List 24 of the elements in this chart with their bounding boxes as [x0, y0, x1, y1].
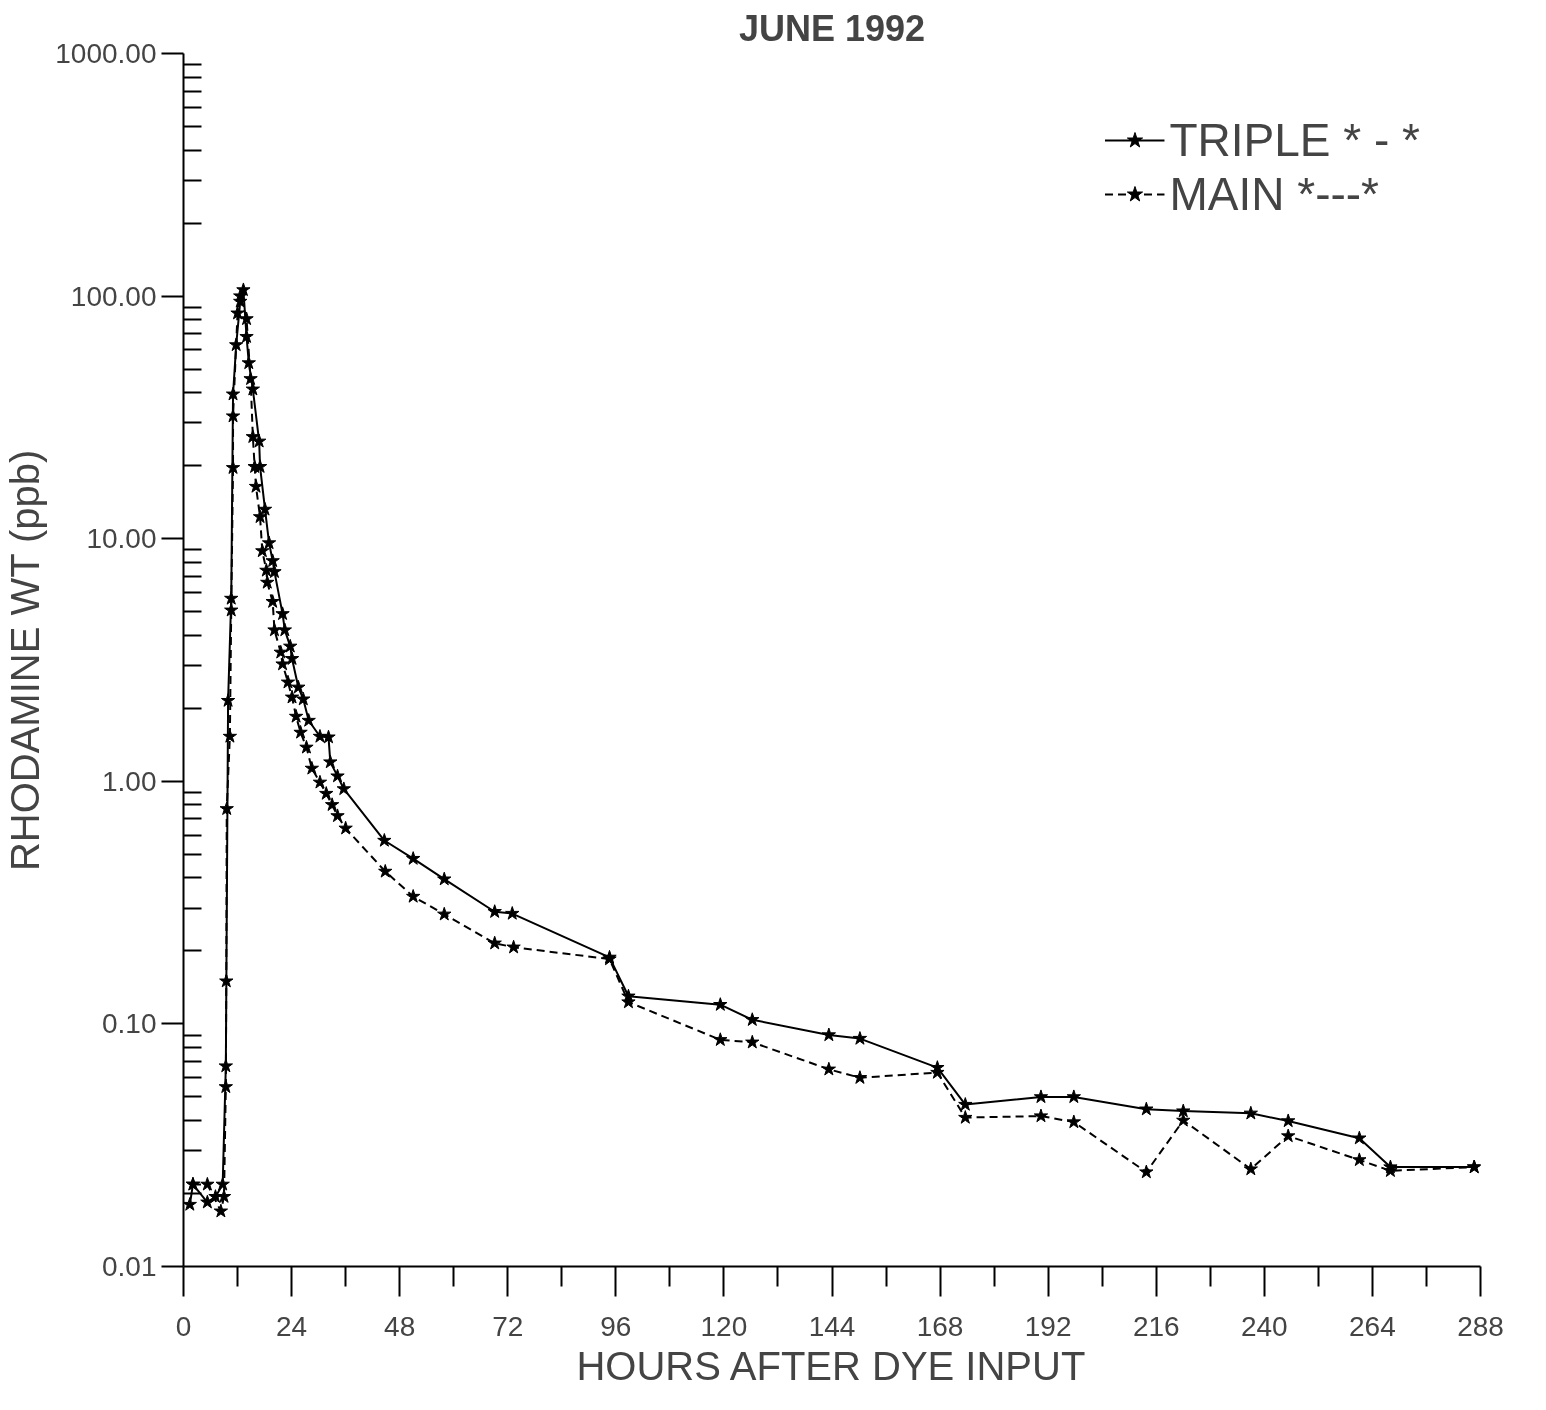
x-tick-label: 72: [492, 1310, 524, 1342]
x-tick-label: 24: [276, 1310, 308, 1342]
y-tick-label: 1000.00: [55, 38, 157, 69]
x-tick-label: 144: [808, 1310, 856, 1342]
legend-label: TRIPLE * - *: [1169, 113, 1420, 167]
x-tick-label: 0: [175, 1310, 192, 1342]
x-tick-label: 240: [1240, 1310, 1288, 1342]
x-tick-label: 192: [1024, 1310, 1072, 1342]
x-axis-title: HOURS AFTER DYE INPUT: [576, 1343, 1086, 1388]
x-tick-label: 96: [600, 1310, 632, 1342]
x-tick-label: 168: [916, 1310, 964, 1342]
y-axis-title: RHODAMINE WT (ppb): [3, 449, 48, 872]
legend-label: MAIN *---*: [1169, 167, 1380, 221]
x-tick-label: 120: [700, 1310, 748, 1342]
x-tick-label: 48: [384, 1310, 416, 1342]
y-tick-label: 0.01: [102, 1251, 157, 1282]
chart-title: JUNE 1992: [738, 7, 926, 49]
x-tick-label: 216: [1132, 1310, 1180, 1342]
y-tick-label: 1.00: [102, 765, 157, 797]
x-tick-label: 288: [1457, 1310, 1504, 1342]
y-tick-label: 100.00: [70, 280, 157, 312]
y-tick-label: 0.10: [102, 1008, 157, 1040]
x-tick-label: 264: [1349, 1310, 1396, 1342]
y-tick-label: 10.00: [86, 523, 157, 555]
